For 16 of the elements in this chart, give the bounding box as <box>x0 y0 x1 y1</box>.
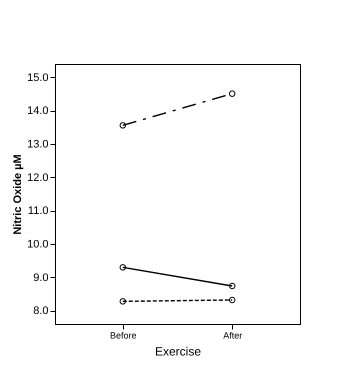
x-axis-title: Exercise <box>154 344 202 358</box>
point <box>228 90 236 97</box>
x-tick-label: After <box>223 330 242 340</box>
point <box>228 296 236 304</box>
point <box>120 298 126 305</box>
y-tick-label: 14.0 <box>27 105 48 118</box>
y-tick-label: 13.0 <box>27 138 48 150</box>
x-tick-label: Before <box>110 330 137 340</box>
y-tick-label: 12.0 <box>27 172 48 184</box>
y-tick-label: 10.0 <box>27 238 48 250</box>
y-tick-label: 15.0 <box>27 72 48 84</box>
y-tick-label: 8.0 <box>33 305 48 318</box>
y-tick-label: 9.0 <box>33 272 48 284</box>
point <box>120 122 126 129</box>
y-tick-label: 11.0 <box>28 205 48 218</box>
y-axis-title: Nitric Oxide µM <box>12 154 24 235</box>
